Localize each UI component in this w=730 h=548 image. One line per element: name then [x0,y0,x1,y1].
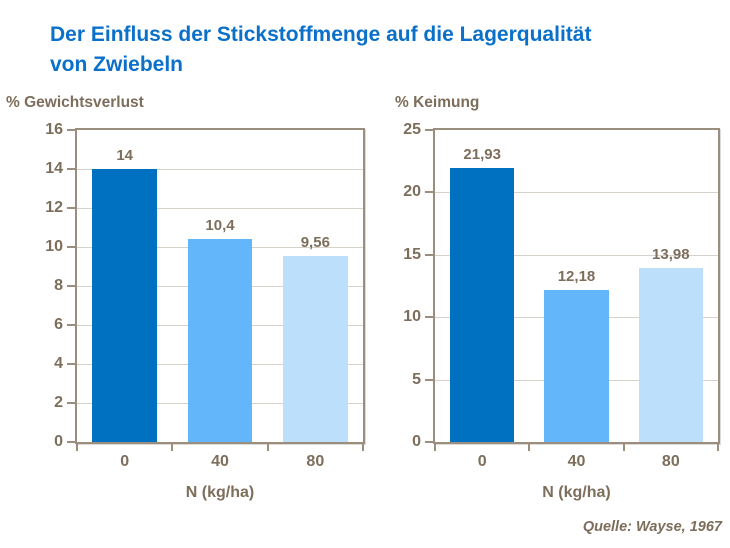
weight-loss-plot-area: 0 2 4 6 8 10 12 14 16 14 0 10,4 40 9,56 80 [45,121,365,470]
bar [450,168,515,442]
x-tick-label: 0 [477,453,487,470]
y-tick-label: 2 [54,394,63,411]
x-tick-label: 40 [211,453,229,470]
x-tick-label: 0 [120,453,130,470]
germination-chart: 0 5 10 15 20 25 21,93 0 12,18 40 13,98 80 N (kg/ha) [403,121,720,501]
y-tick-mark [67,246,75,248]
bar [187,239,253,442]
x-tick-mark [434,444,436,451]
bar-value-label: 21,93 [463,146,501,164]
page-title-line1: Der Einfluss der Stickstoffmenge auf die… [50,23,592,46]
germination-plot-area: 0 5 10 15 20 25 21,93 0 12,18 40 13,98 80 [403,121,720,470]
gridline [77,169,363,170]
y-tick-label: 0 [54,433,63,450]
x-tick-mark [717,444,719,451]
source-citation: Quelle: Wayse, 1967 [582,519,722,535]
bar [92,169,158,442]
bar-value-label: 14 [116,147,133,164]
y-tick-mark [425,191,433,194]
bar-value-label: 10,4 [205,217,235,235]
y-tick-mark [425,378,433,381]
y-tick-label: 5 [412,370,421,388]
bar [282,255,348,442]
y-tick-label: 10 [403,308,421,326]
y-tick-mark [67,168,75,170]
x-tick-label: 80 [306,453,325,470]
x-tick-mark [622,444,625,451]
right-chart-axis-title: % Keimung [395,94,480,111]
y-tick-mark [67,363,75,365]
y-tick-label: 16 [45,121,63,138]
bar [638,267,703,442]
page-title-line2: von Zwiebeln [50,53,184,76]
page-title: Der Einfluss der Stickstoffmenge auf die… [50,20,700,80]
y-tick-mark [425,441,433,443]
x-tick-mark [362,444,364,451]
gridline [435,254,718,256]
y-tick-mark [67,402,75,404]
y-tick-label: 10 [45,238,63,255]
y-tick-mark [67,441,75,443]
y-tick-mark [425,316,433,319]
y-tick-mark [67,207,75,209]
x-tick-label: 80 [661,453,680,470]
y-tick-label: 14 [45,160,63,177]
y-tick-label: 20 [403,183,421,201]
y-tick-mark [425,253,433,256]
y-tick-label: 8 [54,277,63,294]
gridline [77,208,363,209]
right-x-axis-title: N (kg/ha) [542,484,611,501]
x-tick-mark [171,444,174,451]
y-tick-mark [67,285,75,287]
bar-value-label: 13,98 [652,245,690,263]
x-tick-label: 40 [567,453,586,470]
bar-value-label: 12,18 [557,268,596,285]
y-tick-mark [67,324,75,326]
y-tick-label: 0 [412,433,421,450]
left-x-axis-title: N (kg/ha) [185,484,255,501]
x-tick-mark [76,444,78,451]
x-tick-mark [266,444,269,451]
y-tick-mark [67,129,75,131]
y-tick-label: 25 [403,121,421,138]
gridline [435,192,718,194]
y-tick-mark [425,129,433,131]
left-chart-axis-title: % Gewichtsverlust [6,94,144,111]
y-tick-label: 15 [403,245,421,263]
weight-loss-chart: 0 2 4 6 8 10 12 14 16 14 0 10,4 40 9,56 80 N (kg/ha) [45,121,365,501]
y-tick-label: 12 [45,199,63,216]
y-tick-label: 6 [54,316,63,333]
y-tick-label: 4 [54,355,63,372]
bar [544,290,609,442]
x-tick-mark [528,444,531,451]
bar-value-label: 9,56 [300,233,330,251]
